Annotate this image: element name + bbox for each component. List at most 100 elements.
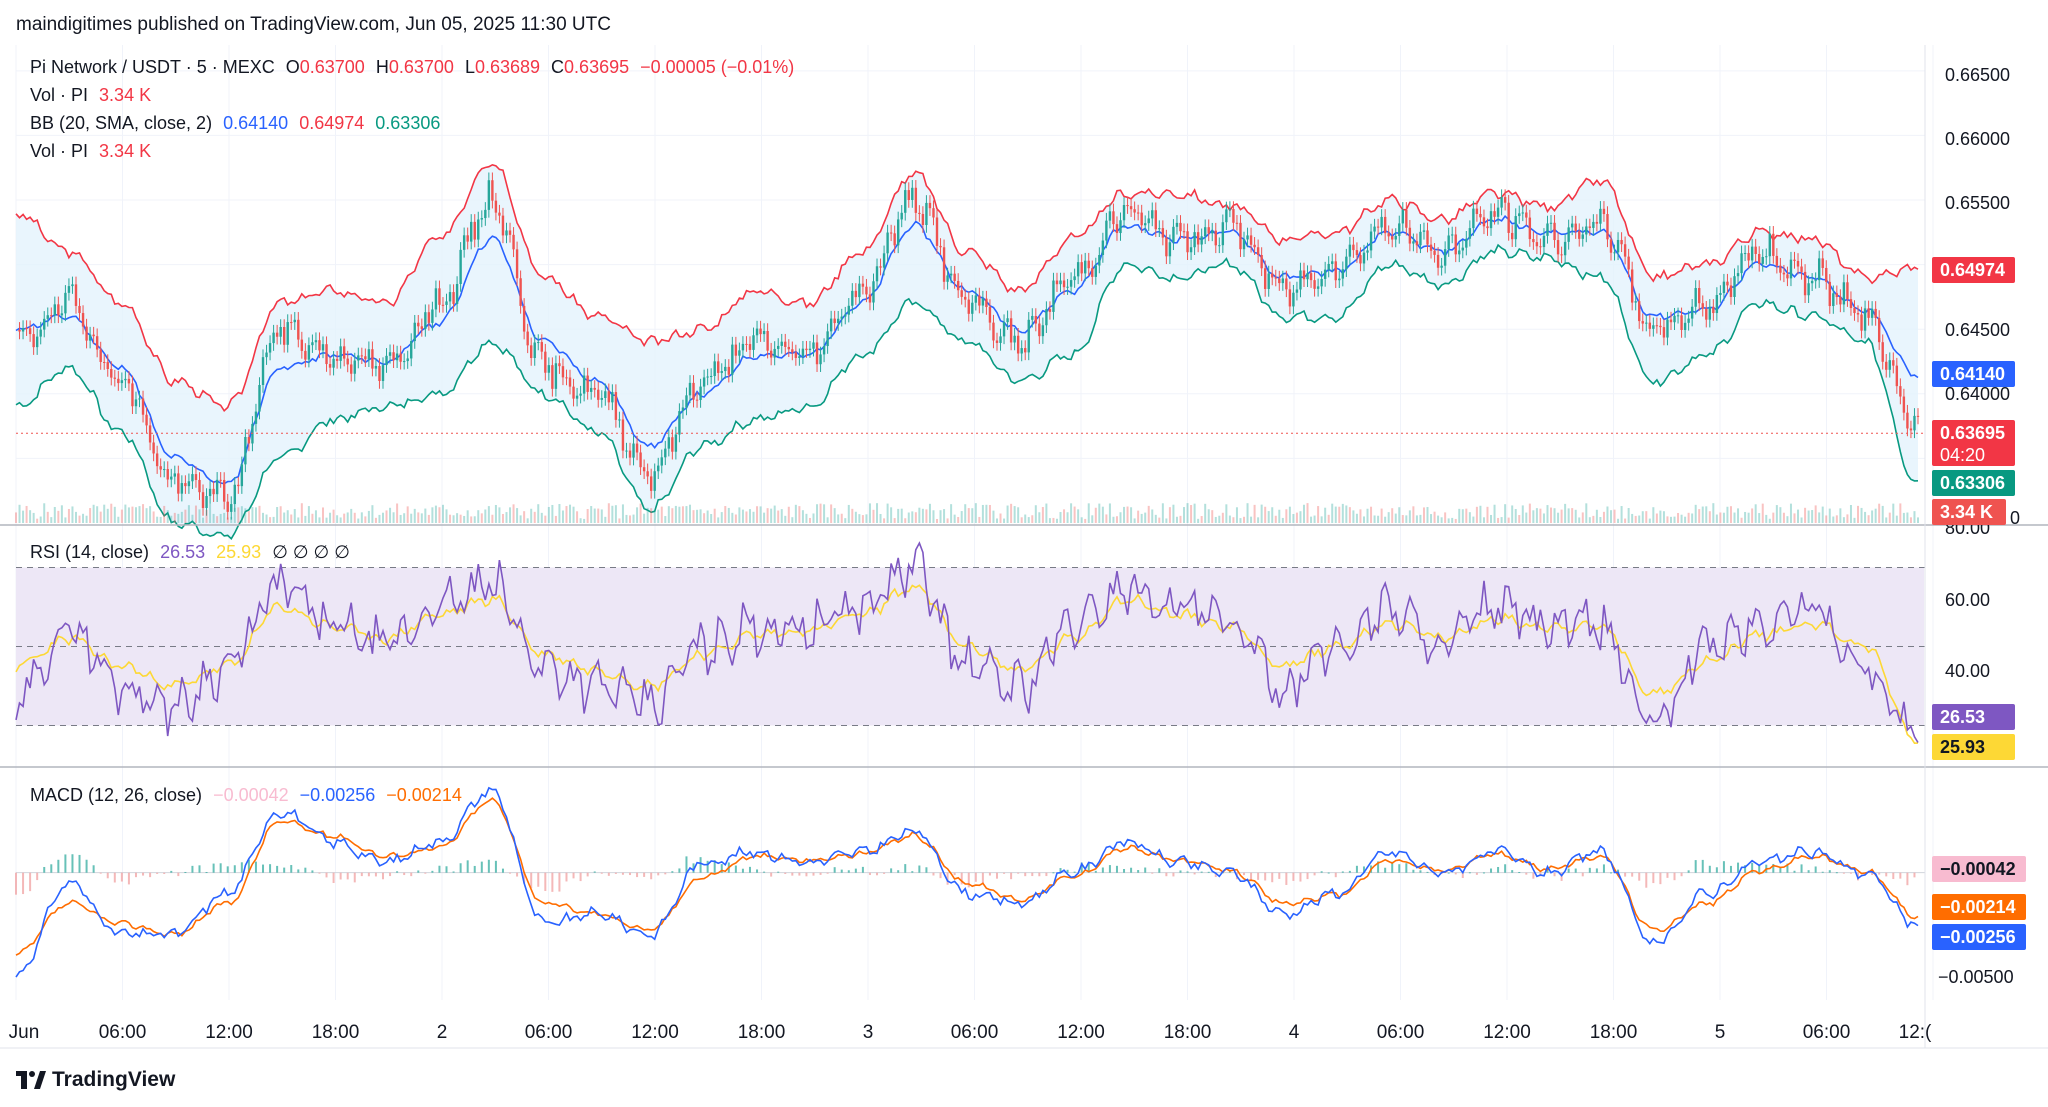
macd-hist-value: −0.00042: [213, 785, 289, 805]
volume-bar-405: [1444, 512, 1447, 523]
candle-body-200: [720, 371, 723, 373]
legend-volume-row-2[interactable]: Vol · PI 3.34 K: [30, 141, 157, 162]
candle-body-324: [1158, 228, 1161, 230]
legend-symbol-row[interactable]: Pi Network / USDT · 5 · MEXC O0.63700 H0…: [30, 57, 800, 78]
volume-bar-9: [46, 511, 49, 523]
candle-body-443: [1578, 231, 1581, 239]
symbol-name[interactable]: Pi Network / USDT · 5 · MEXC: [30, 57, 275, 77]
candle-body-291: [1041, 325, 1045, 337]
macd-hist-bar-2: [22, 872, 25, 895]
macd-tick-neg: −0.00500: [1938, 967, 2014, 987]
volume-bar-492: [1751, 508, 1754, 523]
volume-bar-401: [1430, 514, 1433, 523]
volume-bar-179: [646, 507, 649, 523]
candle-body-169: [611, 392, 614, 403]
volume-bar-53: [202, 517, 205, 523]
rsi-value: 26.53: [160, 542, 206, 562]
candle-body-249: [893, 233, 896, 246]
macd-label[interactable]: MACD (12, 26, close): [30, 785, 203, 805]
candle-body-406: [1447, 235, 1450, 250]
macd-hist-bar-502: [1786, 863, 1789, 873]
volume-bar-72: [269, 517, 272, 523]
macd-hist-bar-278: [995, 872, 998, 879]
candle-body-484: [1722, 281, 1726, 294]
bb-basis-line: [15, 215, 1919, 485]
price-tick-zero: 0: [2010, 508, 2021, 528]
candle-body-42: [163, 469, 166, 471]
candle-body-1: [18, 329, 21, 332]
macd-hist-bar-444: [1581, 872, 1584, 877]
candle-body-123: [448, 292, 452, 302]
macd-hist-bar-296: [1059, 868, 1062, 873]
candle-body-220: [791, 349, 794, 353]
rsi-ma-value: 25.93: [216, 542, 262, 562]
volume-bar-205: [738, 507, 741, 523]
volume-bar-359: [1281, 517, 1284, 523]
volume-bar-183: [660, 506, 663, 523]
candle-body-277: [992, 322, 995, 341]
volume-bar-317: [1133, 518, 1136, 523]
volume-bar-498: [1772, 512, 1775, 523]
volume-bar-85: [314, 510, 317, 523]
candle-body-264: [946, 275, 949, 282]
volume-bar-31: [124, 504, 127, 523]
legend-volume-row[interactable]: Vol · PI 3.34 K: [30, 85, 157, 106]
macd-hist-bar-10: [50, 864, 53, 873]
volume-label-2[interactable]: Vol · PI: [30, 141, 89, 161]
volume-bar-10: [50, 517, 53, 523]
volume-bar-365: [1302, 504, 1305, 523]
legend-bb-row[interactable]: BB (20, SMA, close, 2) 0.64140 0.64974 0…: [30, 113, 446, 134]
volume-bar-525: [1867, 515, 1870, 523]
bb-label[interactable]: BB (20, SMA, close, 2): [30, 113, 213, 133]
candle-body-323: [1154, 210, 1157, 230]
volume-bars: [15, 503, 1919, 523]
rsi-label[interactable]: RSI (14, close): [30, 542, 150, 562]
candle-body-393: [1401, 209, 1405, 224]
candle-body-285: [1020, 348, 1023, 354]
candle-body-479: [1705, 308, 1708, 320]
tag-rsi-ma: 25.93: [1932, 734, 2015, 760]
macd-hist-bar-34: [134, 872, 137, 878]
volume-bar-468: [1666, 516, 1669, 523]
candle-body-271: [971, 302, 974, 314]
candle-body-341: [1218, 245, 1221, 247]
volume-bar-7: [39, 516, 42, 523]
candle-body-436: [1553, 222, 1556, 241]
volume-bar-377: [1345, 505, 1348, 523]
volume-bar-388: [1384, 516, 1387, 523]
volume-bar-537: [1909, 517, 1912, 523]
volume-bar-198: [713, 508, 716, 523]
candle-body-22: [92, 334, 95, 337]
volume-bar-523: [1860, 507, 1863, 523]
volume-bar-66: [247, 511, 250, 523]
candle-body-84: [311, 342, 314, 346]
volume-bar-312: [1115, 516, 1118, 523]
tradingview-logo[interactable]: TradingView: [16, 1068, 175, 1092]
candle-body-433: [1542, 235, 1546, 248]
tag-volume: 3.34 K: [1932, 499, 2006, 525]
volume-bar-28: [113, 506, 116, 523]
candle-body-350: [1249, 235, 1253, 245]
legend-rsi-row[interactable]: RSI (14, close) 26.53 25.93 ∅ ∅ ∅ ∅: [30, 542, 356, 563]
volume-bar-334: [1193, 503, 1196, 523]
macd-hist-bar-266: [953, 872, 956, 876]
candle-body-485: [1726, 281, 1729, 286]
macd-hist-bar-262: [939, 872, 942, 879]
candle-body-523: [1860, 314, 1863, 331]
candle-body-111: [406, 358, 409, 362]
tradingview-logo-icon: [16, 1071, 46, 1089]
volume-bar-264: [946, 518, 949, 523]
macd-hist-bar-234: [840, 869, 843, 873]
legend-macd-row[interactable]: MACD (12, 26, close) −0.00042 −0.00256 −…: [30, 785, 468, 806]
volume-bar-20: [85, 515, 88, 523]
macd-hist-bar-162: [586, 872, 589, 877]
volume-label[interactable]: Vol · PI: [30, 85, 89, 105]
volume-bar-296: [1059, 512, 1062, 523]
macd-hist-bar-494: [1758, 864, 1761, 873]
candle-body-514: [1828, 281, 1831, 307]
volume-bar-21: [89, 508, 92, 523]
macd-hist-bar-386: [1377, 861, 1380, 873]
volume-bar-232: [833, 508, 836, 523]
macd-hist-bar-130: [473, 865, 476, 873]
